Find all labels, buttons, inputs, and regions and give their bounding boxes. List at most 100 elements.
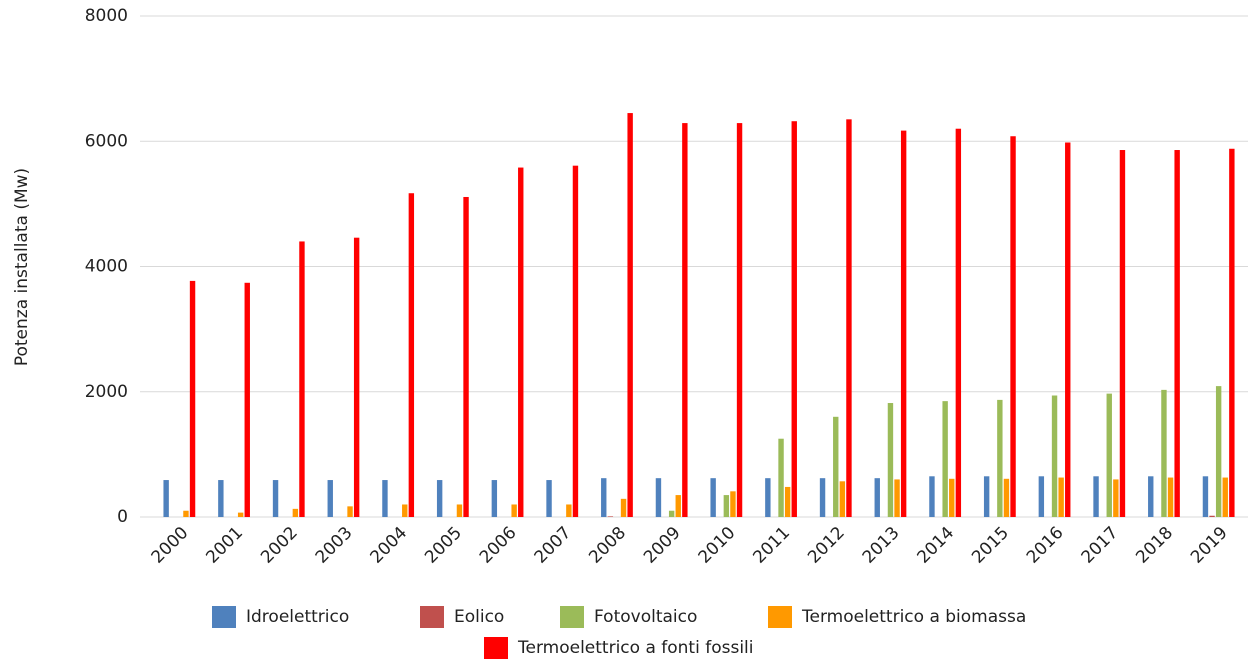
bar: [163, 480, 169, 517]
x-tick-label: 2016: [1023, 523, 1068, 568]
x-tick-label: 2018: [1132, 523, 1177, 568]
bar: [894, 479, 900, 517]
bar: [183, 510, 189, 517]
x-tick-label: 2000: [148, 523, 193, 568]
bar: [189, 280, 196, 517]
bar: [1148, 476, 1154, 517]
bar: [463, 196, 469, 517]
x-tick-label: 2004: [366, 523, 411, 568]
bar: [1010, 136, 1016, 518]
y-tick-label: 8000: [85, 6, 128, 26]
bar: [1003, 478, 1010, 517]
legend-label: Termoelettrico a biomassa: [801, 607, 1026, 627]
bar: [1215, 386, 1222, 517]
bar: [1113, 479, 1119, 517]
bar: [1209, 515, 1215, 517]
bar: [292, 508, 299, 517]
bar: [353, 237, 360, 517]
x-tick-label: 2014: [913, 523, 958, 568]
bar: [1051, 395, 1058, 517]
x-tick-label: 2009: [640, 523, 685, 568]
bar: [682, 123, 688, 518]
bar: [607, 516, 614, 517]
bar: [436, 480, 443, 517]
x-tick-label: 2011: [749, 523, 794, 568]
legend-label: Idroelettrico: [246, 607, 349, 627]
bar: [833, 416, 839, 517]
bar: [1174, 150, 1180, 517]
legend-swatch: [768, 606, 792, 628]
bar: [402, 504, 408, 517]
bar: [955, 128, 962, 517]
bar: [929, 476, 935, 517]
y-tick-label: 6000: [85, 131, 128, 151]
bar: [736, 123, 743, 518]
bar: [675, 495, 681, 517]
legend-label: Fotovoltaico: [594, 607, 697, 627]
bar: [1161, 389, 1167, 517]
y-axis-label: Potenza installata (Mw): [12, 168, 32, 366]
bar: [983, 476, 990, 517]
bar: [874, 478, 880, 517]
legend-swatch: [560, 606, 584, 628]
x-tick-label: 2006: [476, 523, 521, 568]
x-tick-label: 2003: [312, 523, 357, 568]
bar: [408, 193, 415, 517]
bar: [900, 130, 907, 517]
y-tick-label: 4000: [85, 257, 128, 277]
x-tick-label: 2013: [859, 523, 904, 568]
bar: [491, 480, 498, 517]
x-tick-label: 2012: [804, 523, 849, 568]
x-tick-label: 2007: [531, 523, 576, 568]
bar: [730, 491, 736, 517]
bar: [1119, 150, 1126, 517]
x-tick-label: 2001: [202, 523, 247, 568]
x-tick-label: 2017: [1078, 523, 1123, 568]
bar: [456, 504, 463, 517]
bar: [572, 165, 579, 517]
bar: [1093, 476, 1099, 517]
bar: [620, 498, 627, 517]
legend-label: Eolico: [454, 607, 504, 627]
bar: [1065, 142, 1071, 517]
bar: [299, 241, 305, 517]
bar: [347, 506, 353, 517]
bar: [627, 113, 633, 517]
x-tick-label: 2002: [257, 523, 302, 568]
bar: [511, 504, 517, 517]
x-tick-label: 2015: [968, 523, 1013, 568]
bar: [237, 512, 244, 517]
bar: [784, 486, 791, 517]
bar: [518, 167, 524, 518]
bar: [765, 478, 771, 517]
bar: [997, 399, 1003, 517]
legend-label: Termoelettrico a fonti fossili: [517, 638, 754, 658]
bar: [601, 478, 607, 517]
bar: [655, 478, 662, 517]
bar: [1202, 476, 1209, 517]
bar: [327, 480, 333, 517]
x-tick-label: 2010: [695, 523, 740, 568]
y-tick-label: 2000: [85, 382, 128, 402]
legend-swatch: [484, 637, 508, 659]
x-tick-label: 2005: [421, 523, 466, 568]
bar: [1167, 477, 1174, 517]
bar: [244, 282, 250, 517]
bar: [778, 438, 784, 517]
bar: [942, 401, 948, 517]
bar: [710, 478, 716, 517]
bar: [218, 480, 224, 517]
legend-swatch: [212, 606, 236, 628]
bar: [723, 495, 730, 517]
bar: [819, 478, 826, 517]
bar: [1222, 477, 1228, 517]
bar: [1058, 477, 1064, 517]
x-tick-label: 2019: [1187, 523, 1232, 568]
bar: [1038, 476, 1045, 517]
bar: [566, 504, 572, 517]
bar: [791, 121, 797, 518]
bar: [839, 481, 846, 517]
y-tick-label: 0: [117, 507, 128, 527]
bar: [546, 480, 552, 517]
